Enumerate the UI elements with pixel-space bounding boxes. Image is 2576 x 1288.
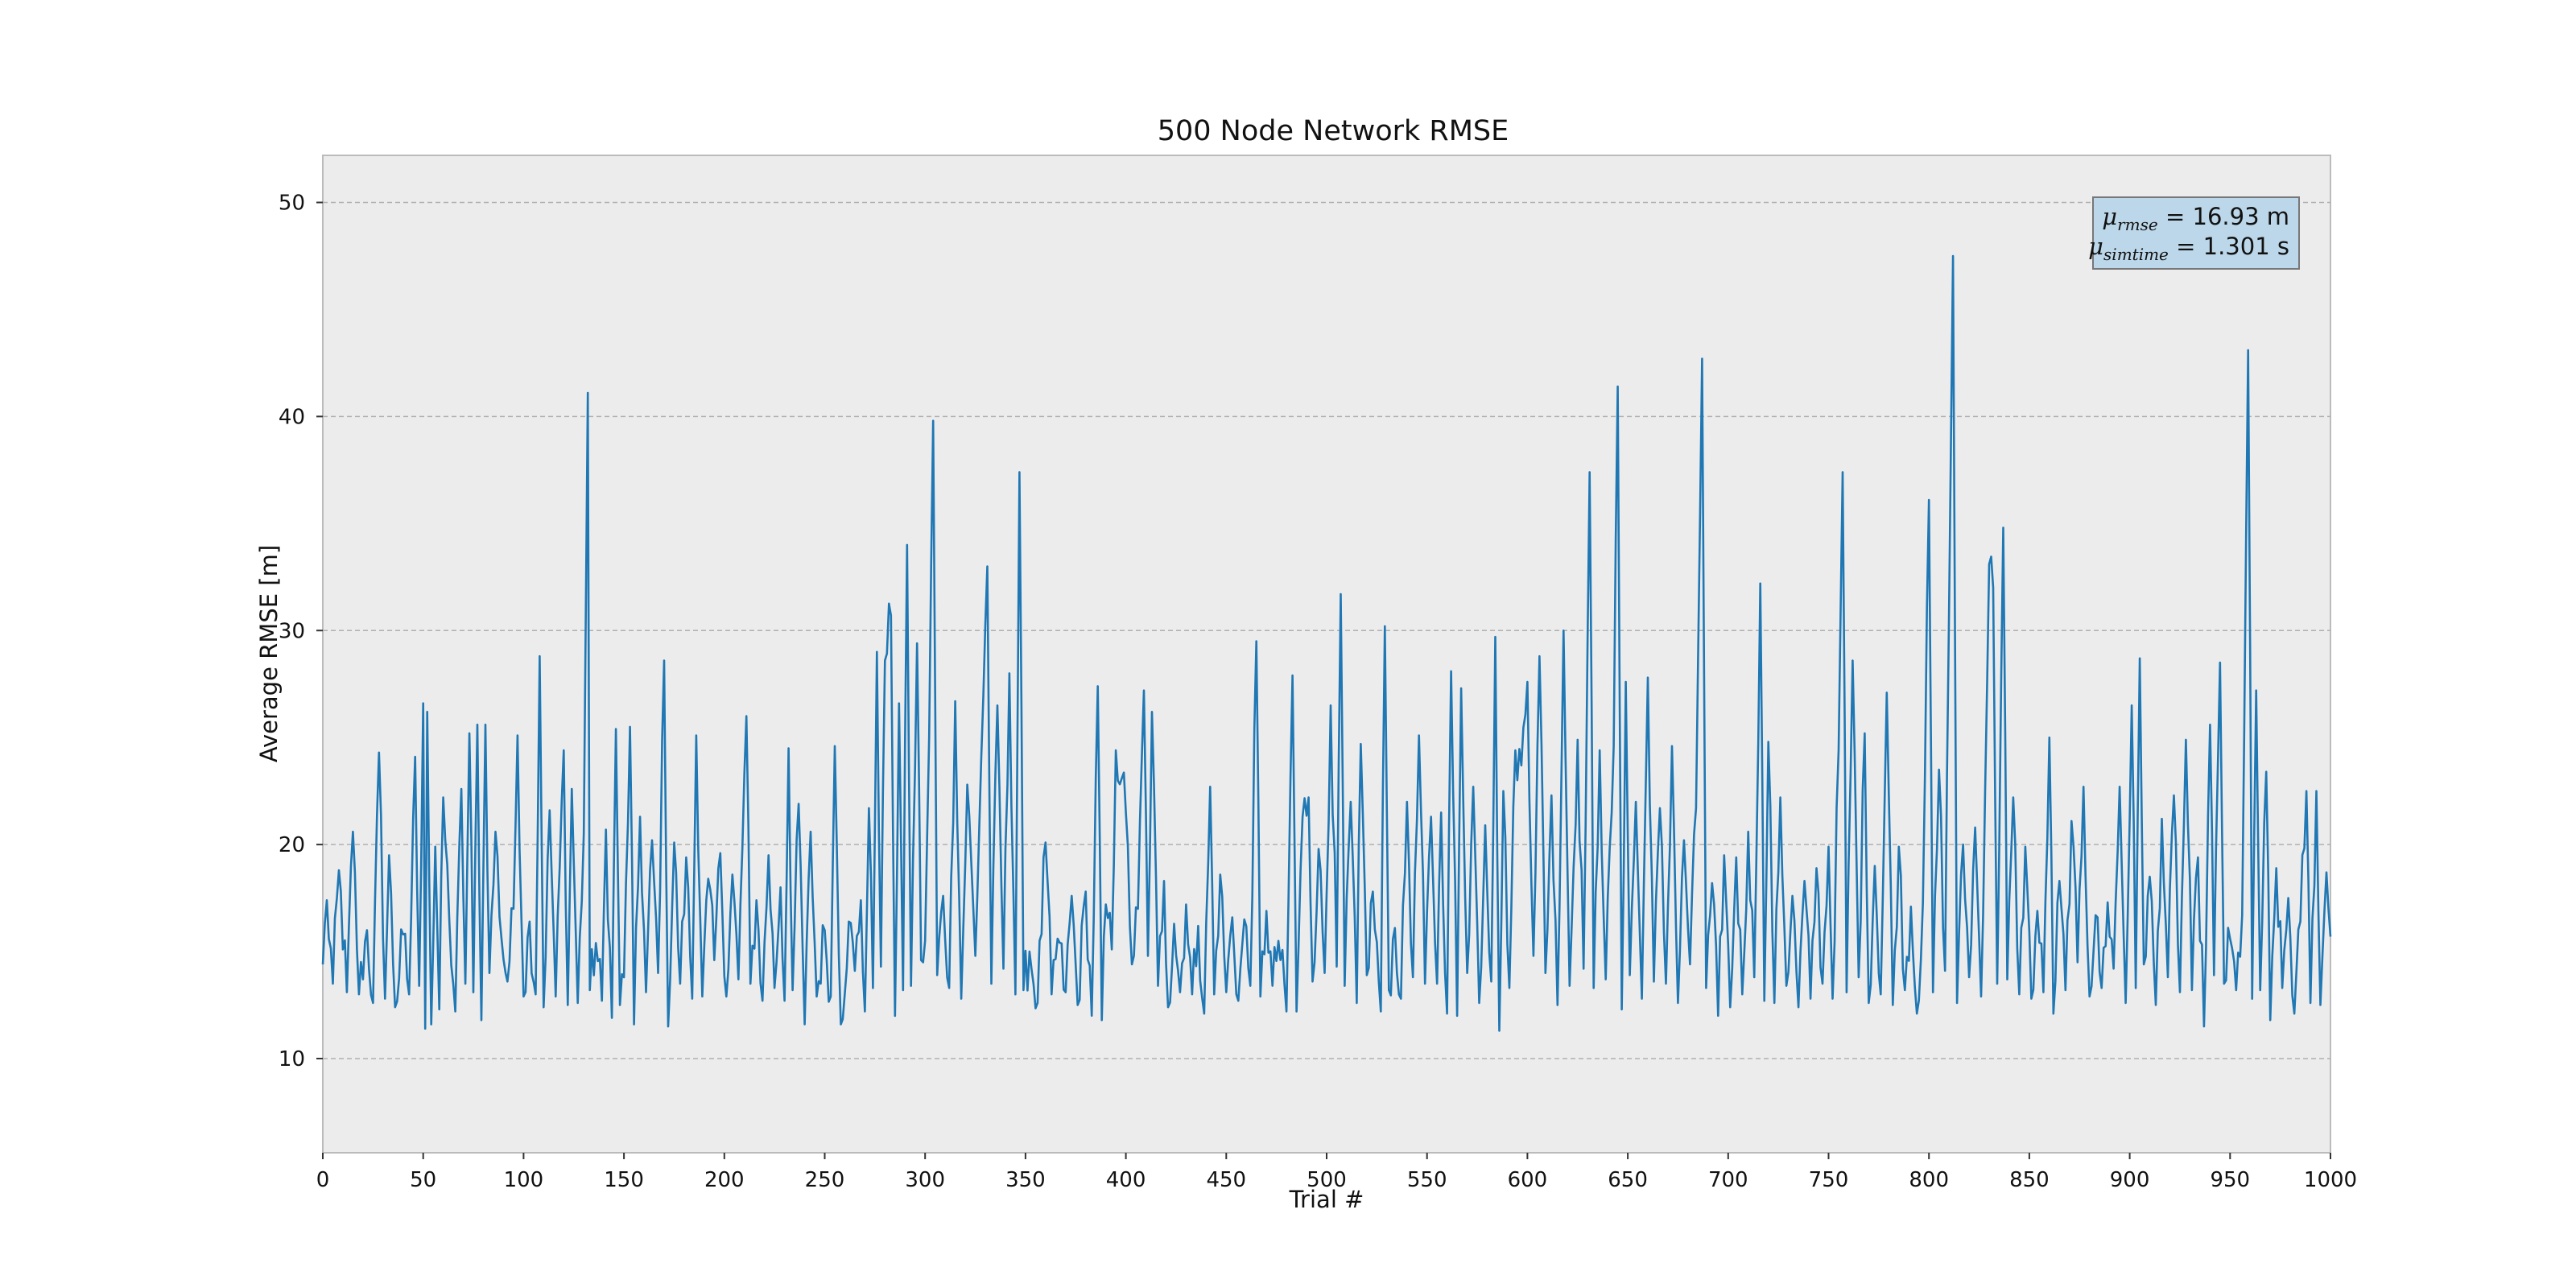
chart-title: 500 Node Network RMSE xyxy=(1158,115,1509,147)
x-tick-label: 700 xyxy=(1708,1168,1748,1192)
rmse-mu-symbol: μ xyxy=(2102,203,2117,230)
x-tick-label: 850 xyxy=(2009,1168,2050,1192)
x-tick-label: 350 xyxy=(1005,1168,1046,1192)
x-tick-label: 100 xyxy=(504,1168,544,1192)
rmse-value: 16.93 m xyxy=(2193,203,2290,230)
annotation-simtime-line: μsimtime = 1.301 s xyxy=(2088,233,2289,264)
rmse-equals: = xyxy=(2158,203,2193,230)
x-tick-label: 0 xyxy=(316,1168,330,1192)
x-tick-label: 1000 xyxy=(2304,1168,2357,1192)
series-layer xyxy=(321,254,2332,1032)
stats-annotation-box: μrmse = 16.93 m μsimtime = 1.301 s xyxy=(2088,196,2300,270)
x-tick-label: 50 xyxy=(410,1168,436,1192)
x-tick-label: 800 xyxy=(1909,1168,1949,1192)
y-axis-label: Average RMSE [m] xyxy=(255,545,283,762)
simtime-subscript: simtime xyxy=(2103,245,2169,264)
y-tick-label: 10 xyxy=(279,1047,305,1071)
rmse-subscript: rmse xyxy=(2117,215,2158,234)
y-tick-label: 20 xyxy=(279,833,305,857)
x-tick-label: 600 xyxy=(1508,1168,1548,1192)
simtime-mu-symbol: μ xyxy=(2088,233,2103,260)
x-axis-label: Trial # xyxy=(1289,1186,1364,1213)
rmse-series-line xyxy=(321,254,2332,1032)
y-tick-label: 50 xyxy=(279,191,305,215)
x-tick-label: 200 xyxy=(704,1168,745,1192)
x-tick-label: 300 xyxy=(905,1168,945,1192)
simtime-equals: = xyxy=(2169,233,2203,260)
x-tick-label: 500 xyxy=(1307,1168,1347,1192)
x-tick-label: 550 xyxy=(1407,1168,1447,1192)
x-tick-label: 450 xyxy=(1206,1168,1246,1192)
y-gridlines xyxy=(323,201,2330,1059)
x-tick-label: 900 xyxy=(2110,1168,2150,1192)
y-axis-ticks: 10 20 30 40 50 xyxy=(279,191,323,1071)
x-tick-label: 400 xyxy=(1106,1168,1146,1192)
annotation-background xyxy=(2092,196,2300,270)
x-axis-ticks: 0 50 100 150 200 250 300 350 400 450 500 550 600 650 7… xyxy=(316,1153,2357,1192)
plot-area xyxy=(322,155,2331,1154)
annotation-rmse-line: μrmse = 16.93 m xyxy=(2102,203,2289,234)
y-tick-label: 30 xyxy=(279,619,305,643)
y-tick-label: 40 xyxy=(279,405,305,429)
x-tick-label: 250 xyxy=(805,1168,845,1192)
x-tick-label: 650 xyxy=(1608,1168,1648,1192)
x-tick-label: 750 xyxy=(1809,1168,1849,1192)
simtime-value: 1.301 s xyxy=(2203,233,2289,260)
x-tick-label: 150 xyxy=(604,1168,644,1192)
x-tick-label: 950 xyxy=(2210,1168,2250,1192)
